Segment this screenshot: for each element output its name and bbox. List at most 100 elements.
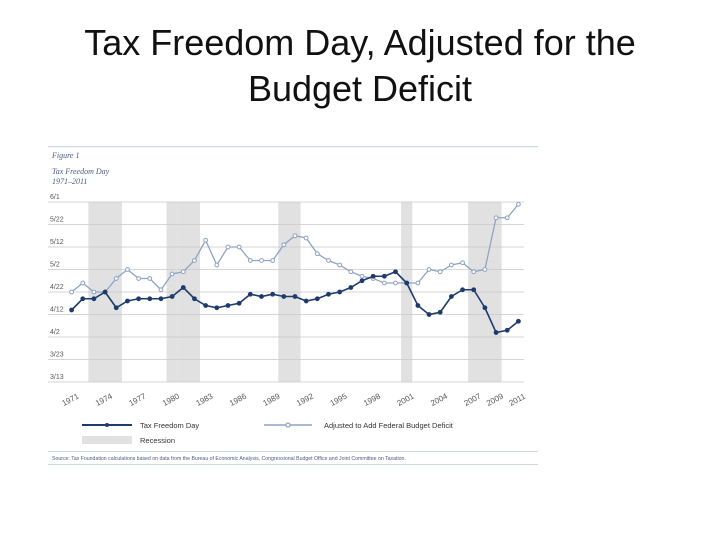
y-tick-label: 5/2: [50, 262, 60, 269]
adjusted-deficit-point: [471, 269, 477, 275]
tax-freedom-day-point: [281, 294, 287, 299]
adjusted-deficit-point: [158, 287, 164, 293]
adjusted-deficit-point: [437, 269, 443, 275]
tax-freedom-day-point: [102, 289, 108, 295]
adjusted-deficit-point: [169, 271, 175, 277]
x-tick-label: 1980: [161, 391, 181, 408]
y-tick-label: 3/13: [50, 374, 64, 381]
tax-freedom-day-point: [337, 289, 343, 295]
adjusted-deficit-point: [348, 269, 354, 275]
tax-freedom-day-point: [516, 318, 521, 324]
tax-freedom-day-point: [203, 303, 209, 308]
legend-recession-swatch: [82, 436, 132, 444]
tax-freedom-day-point: [504, 327, 510, 333]
x-tick-label: 1974: [94, 391, 114, 408]
y-tick-label: 5/22: [50, 217, 64, 224]
tax-freedom-day-point: [136, 296, 142, 302]
adjusted-deficit-point: [448, 262, 454, 268]
adjusted-deficit-point: [180, 269, 186, 275]
adjusted-deficit-point: [303, 235, 309, 241]
slide-title: Tax Freedom Day, Adjusted for the Budget…: [40, 20, 680, 112]
y-tick-label: 6/1: [50, 194, 60, 201]
tax-freedom-day-point: [259, 294, 264, 299]
slide-title-line-2: Budget Deficit: [247, 68, 473, 109]
adjusted-deficit-point: [80, 280, 86, 286]
adjusted-deficit-point: [393, 280, 398, 286]
x-tick-label: 2011: [508, 392, 528, 408]
adjusted-deficit-point: [125, 267, 130, 272]
adjusted-deficit-point: [192, 258, 197, 263]
tax-freedom-day-point: [482, 305, 488, 311]
tax-freedom-day-point: [125, 298, 130, 304]
adjusted-deficit-point: [460, 260, 465, 266]
adjusted-deficit-point: [292, 233, 298, 239]
adjusted-deficit-point: [136, 276, 142, 281]
adjusted-deficit-point: [493, 215, 499, 221]
y-tick-label: 4/22: [50, 284, 64, 291]
legend-adjusted-marker: [285, 422, 291, 428]
x-tick-label: 2007: [463, 391, 483, 408]
figure-source: Source: Tax Foundation calculations base…: [52, 456, 406, 462]
adjusted-deficit-point: [113, 276, 119, 281]
x-tick-label: 1998: [362, 391, 382, 408]
x-tick-label: 2009: [485, 391, 505, 408]
tax-freedom-day-point: [493, 330, 499, 335]
y-tick-label: 4/12: [50, 307, 64, 314]
x-tick-label: 1986: [228, 391, 248, 408]
adjusted-deficit-point: [359, 273, 365, 279]
tax-freedom-day-point: [426, 312, 432, 317]
y-tick-label: 4/2: [50, 329, 60, 336]
series-lines: [69, 201, 521, 335]
tax-freedom-day-point: [236, 300, 242, 306]
tax-freedom-day-point: [292, 294, 298, 299]
tax-freedom-day-point: [404, 280, 410, 286]
y-axis-ticks: 6/1 5/22 5/12 5/2 4/22 4/12 4/2 3/23 3/13: [50, 194, 64, 381]
tax-freedom-day-point: [270, 291, 276, 297]
adjusted-deficit-point: [415, 280, 421, 286]
tax-freedom-day-point: [437, 309, 443, 315]
slide-title-line-1: Tax Freedom Day, Adjusted for the: [84, 22, 636, 63]
adjusted-deficit-point: [69, 289, 74, 295]
tax-freedom-day-point: [192, 296, 197, 302]
tax-freedom-day-point: [393, 269, 398, 275]
adjusted-deficit-point: [247, 258, 253, 263]
adjusted-deficit-point: [259, 258, 264, 263]
tax-freedom-day-point: [169, 294, 175, 299]
tax-freedom-day-point: [69, 307, 74, 313]
tax-freedom-day-point: [348, 285, 354, 290]
adjusted-deficit-point: [314, 251, 320, 257]
x-tick-label: 2004: [429, 391, 449, 408]
tax-freedom-day-chart: Figure 1 Tax Freedom Day 1971–2011 6/1 5/…: [48, 146, 538, 465]
adjusted-deficit-point: [270, 258, 276, 263]
legend-tfd-label: Tax Freedom Day: [140, 421, 199, 430]
figure-label: Figure 1: [51, 151, 79, 160]
tax-freedom-day-point: [91, 296, 97, 302]
figure-title: Tax Freedom Day: [52, 167, 110, 176]
tax-freedom-day-point: [314, 296, 320, 302]
tax-freedom-day-point: [214, 305, 220, 311]
adjusted-deficit-point: [337, 262, 343, 268]
figure-frame-source-divider: [48, 451, 538, 452]
tax-freedom-day-point: [113, 305, 119, 311]
adjusted-deficit-point: [147, 276, 153, 281]
tax-freedom-day-point: [415, 303, 421, 308]
tax-freedom-day-point: [381, 273, 387, 279]
x-tick-label: 2001: [396, 391, 416, 408]
tax-freedom-day-point: [158, 296, 164, 302]
tax-freedom-day-point: [80, 296, 86, 302]
tax-freedom-day-point: [359, 278, 365, 284]
x-tick-label: 1983: [194, 391, 214, 408]
adjusted-deficit-point: [482, 267, 488, 272]
tax-freedom-day-point: [448, 294, 454, 299]
tax-freedom-day-point: [471, 287, 477, 293]
x-tick-label: 1989: [262, 391, 282, 408]
adjusted-deficit-point: [225, 244, 231, 250]
adjusted-deficit-point: [91, 289, 97, 295]
adjusted-deficit-point: [203, 237, 209, 243]
tax-freedom-day-point: [326, 291, 331, 297]
y-tick-label: 5/12: [50, 239, 64, 246]
figure-subtitle: 1971–2011: [52, 177, 87, 186]
adjusted-deficit-point: [516, 201, 521, 207]
adjusted-deficit-point: [381, 280, 387, 286]
figure-frame-top: [48, 146, 538, 148]
